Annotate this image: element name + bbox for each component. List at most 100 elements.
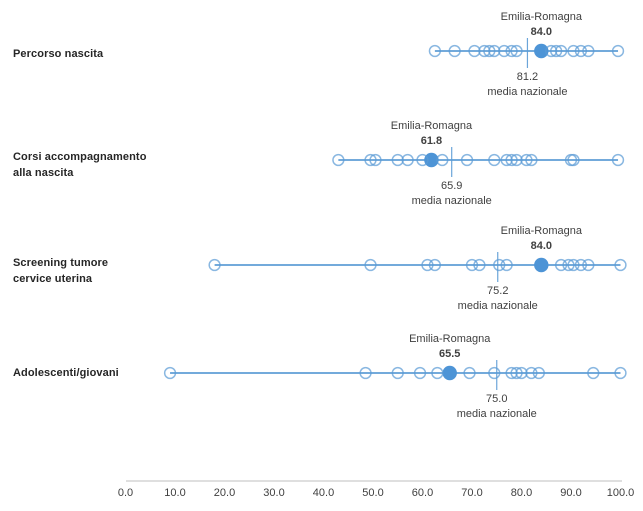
region-point [391, 366, 404, 380]
region-point [493, 258, 506, 272]
region-name-annotation: Emilia-Romagna [500, 11, 582, 23]
region-point [401, 153, 414, 167]
region-point [364, 258, 377, 272]
region-point [520, 153, 533, 167]
region-point [488, 153, 501, 167]
region-point [562, 258, 575, 272]
axis-tick-label: 0.0 [117, 487, 134, 499]
region-point [500, 258, 513, 272]
axis-tick-label: 60.0 [411, 487, 434, 499]
axis-tick-label: 10.0 [164, 487, 186, 499]
region-point [448, 44, 461, 58]
row-label-line: Screening tumore [13, 257, 109, 269]
region-value-annotation: 61.8 [420, 135, 443, 147]
region-point [545, 44, 558, 58]
mean-value-annotation: 81.2 [516, 71, 539, 83]
region-name-annotation: Emilia-Romagna [409, 333, 491, 345]
region-point [428, 44, 442, 58]
region-point [364, 153, 377, 167]
region-point [478, 44, 491, 58]
region-point [505, 366, 518, 380]
region-point [369, 153, 382, 167]
axis-tick-label: 100.0 [606, 487, 635, 499]
row-label-line: Percorso nascita [13, 48, 104, 60]
row-label-line: Corsi accompagnamento [13, 151, 147, 163]
region-point [416, 153, 429, 167]
region-point [431, 366, 444, 380]
region-point [465, 258, 479, 272]
axis-tick-label: 30.0 [263, 487, 285, 499]
region-point [463, 366, 476, 380]
region-point [525, 366, 538, 380]
region-point [498, 44, 511, 58]
axis-tick-label: 80.0 [510, 487, 533, 499]
region-point [421, 258, 434, 272]
region-point [359, 366, 372, 380]
region-point [460, 153, 474, 167]
region-point [532, 366, 545, 380]
region-name-annotation: Emilia-Romagna [500, 225, 582, 237]
region-point [525, 153, 538, 167]
region-point [582, 258, 595, 272]
region-point [468, 44, 481, 58]
mean-name-annotation: media nazionale [487, 86, 568, 98]
row-label-percorso-nascita: Percorso nascita [13, 46, 103, 62]
region-point [567, 44, 580, 58]
region-point [614, 258, 627, 272]
mean-name-annotation: media nazionale [457, 300, 538, 312]
region-point [554, 44, 568, 58]
region-point [413, 366, 427, 380]
axis-tick-label: 40.0 [312, 487, 335, 499]
region-point [510, 366, 523, 380]
region-point [554, 258, 568, 272]
region-point [163, 366, 177, 380]
region-point [500, 153, 513, 167]
mean-name-annotation: media nazionale [411, 195, 492, 207]
mean-value-annotation: 75.2 [487, 285, 509, 297]
region-point [587, 366, 600, 380]
region-point [473, 258, 486, 272]
region-point [582, 44, 595, 58]
mean-name-annotation: media nazionale [456, 408, 537, 420]
region-point [428, 258, 442, 272]
emilia-romagna-point [534, 257, 549, 273]
region-point [488, 366, 501, 380]
axis-tick-label: 70.0 [461, 487, 483, 499]
region-point [391, 153, 404, 167]
region-point [208, 258, 221, 272]
region-value-annotation: 84.0 [530, 26, 553, 38]
mean-value-annotation: 65.9 [440, 180, 463, 192]
region-point [567, 258, 580, 272]
emilia-romagna-point [534, 43, 549, 59]
region-value-annotation: 84.0 [530, 240, 553, 252]
region-point [574, 258, 588, 272]
axis-tick-label: 50.0 [362, 487, 384, 499]
region-value-annotation: 65.5 [439, 348, 461, 360]
region-point [567, 153, 580, 167]
row-label-line: alla nascita [13, 167, 74, 179]
axis-tick-label: 90.0 [560, 487, 582, 499]
region-point [505, 44, 518, 58]
region-point [488, 44, 501, 58]
region-point [510, 44, 523, 58]
region-point [614, 366, 627, 380]
region-point [574, 44, 588, 58]
region-point [510, 153, 523, 167]
region-point [505, 153, 518, 167]
region-name-annotation: Emilia-Romagna [390, 120, 473, 132]
row-label-adolescenti-giovani: Adolescenti/giovani [13, 365, 119, 381]
region-point [332, 153, 345, 167]
region-point [483, 44, 496, 58]
axis-tick-label: 20.0 [213, 487, 236, 499]
emilia-romagna-point [442, 365, 457, 381]
emilia-romagna-point [424, 152, 439, 168]
region-point [611, 153, 625, 167]
region-point [550, 44, 563, 58]
row-label-line: cervice uterina [13, 273, 93, 285]
row-label-corsi-accompagnamento: Corsi accompagnamento alla nascita [13, 149, 147, 181]
region-point [611, 44, 625, 58]
mean-value-annotation: 75.0 [486, 393, 508, 405]
region-point [515, 366, 528, 380]
